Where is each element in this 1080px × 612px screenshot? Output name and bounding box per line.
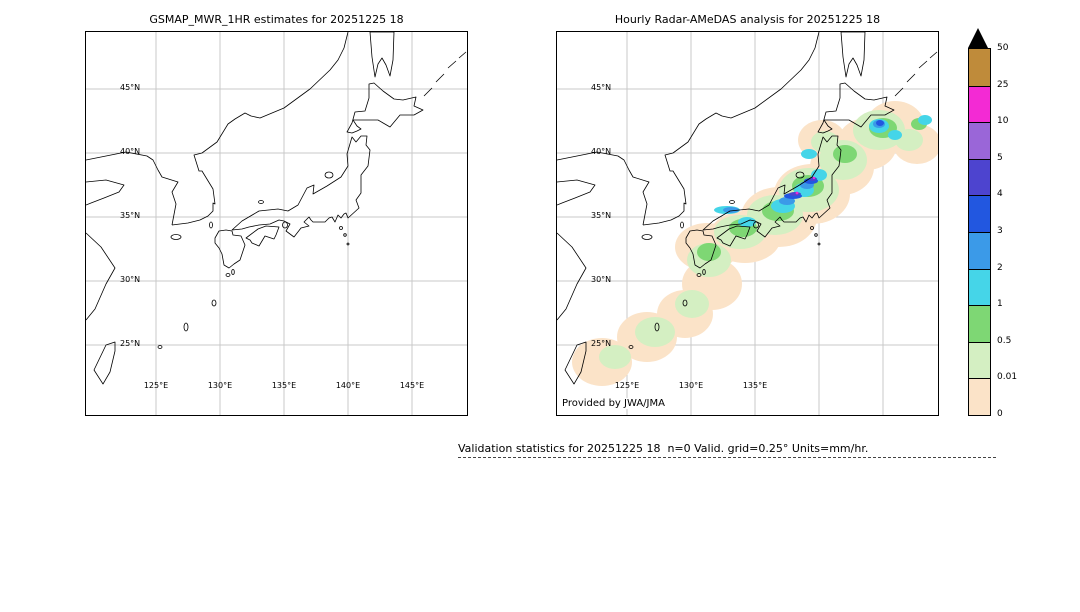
precip-over-10 [795,176,816,195]
colorbar-cell [969,231,990,269]
colorbar: 50 25 10 5 4 3 2 1 0.5 0.01 0 [968,28,1028,428]
colorbar-tick-label: 3 [997,226,1003,236]
caption-divider [458,457,996,458]
caption-text: Validation statistics for 20251225 18 n=… [458,442,869,455]
coastline-layer [86,32,467,385]
colorbar-tick-label: 10 [997,116,1009,127]
colorbar-tick-label: 4 [997,189,1003,200]
left-map-panel: 45°N 40°N 35°N 30°N 25°N 125°E 130°E 135… [85,31,468,416]
colorbar-tick-label: 50 [997,43,1009,53]
colorbar-tick-label: 0.5 [997,335,1012,346]
lon-label: 130°E [207,381,233,390]
lon-label: 145°E [399,381,425,390]
right-map-title: Hourly Radar-AMeDAS analysis for 2025122… [614,13,881,26]
lat-label: 40°N [591,147,612,156]
lon-label: 130°E [678,381,704,390]
colorbar-tick-label: 5 [997,152,1003,163]
colorbar-overflow-triangle [968,28,988,48]
colorbar-tick-label: 0.01 [997,372,1018,383]
lat-label: 35°N [591,211,612,220]
lat-label: 25°N [120,339,141,348]
colorbar-cell [969,158,990,196]
lon-label: 125°E [143,381,169,390]
lon-label: 125°E [614,381,640,390]
lat-label: 45°N [591,83,612,92]
colorbar-cell [969,49,990,86]
left-map-canvas [86,32,467,415]
lat-label: 45°N [120,83,141,92]
gridlines-layer [86,32,467,415]
lat-label: 35°N [120,211,141,220]
colorbar-cell [969,268,990,306]
colorbar-cell [969,85,990,123]
lat-label: 30°N [120,275,141,284]
colorbar-tick-label: 1 [997,299,1003,310]
colorbar-cell [969,195,990,232]
lat-label: 40°N [120,147,141,156]
precipitation-layer [572,101,938,386]
precip-3-4 [784,120,884,199]
lat-label: 30°N [591,275,612,284]
colorbar-cell [969,378,990,415]
credit-label: Provided by JWA/JMA [561,398,666,409]
colorbar-tick-label: 0 [997,409,1003,419]
right-map-panel: 45°N 40°N 35°N 30°N 25°N 125°E 130°E 135… [556,31,939,416]
colorbar-cell [969,122,990,159]
lon-label: 135°E [742,381,768,390]
lat-label: 25°N [591,339,612,348]
lon-label: 135°E [271,381,297,390]
colorbar-cells [968,48,991,416]
colorbar-cell [969,341,990,379]
lon-label: 140°E [335,381,361,390]
colorbar-tick-label: 2 [997,262,1003,273]
colorbar-cell [969,305,990,342]
right-map-canvas [557,32,938,415]
colorbar-tick-label: 25 [997,79,1009,90]
left-map-title: GSMAP_MWR_1HR estimates for 20251225 18 [149,13,404,26]
